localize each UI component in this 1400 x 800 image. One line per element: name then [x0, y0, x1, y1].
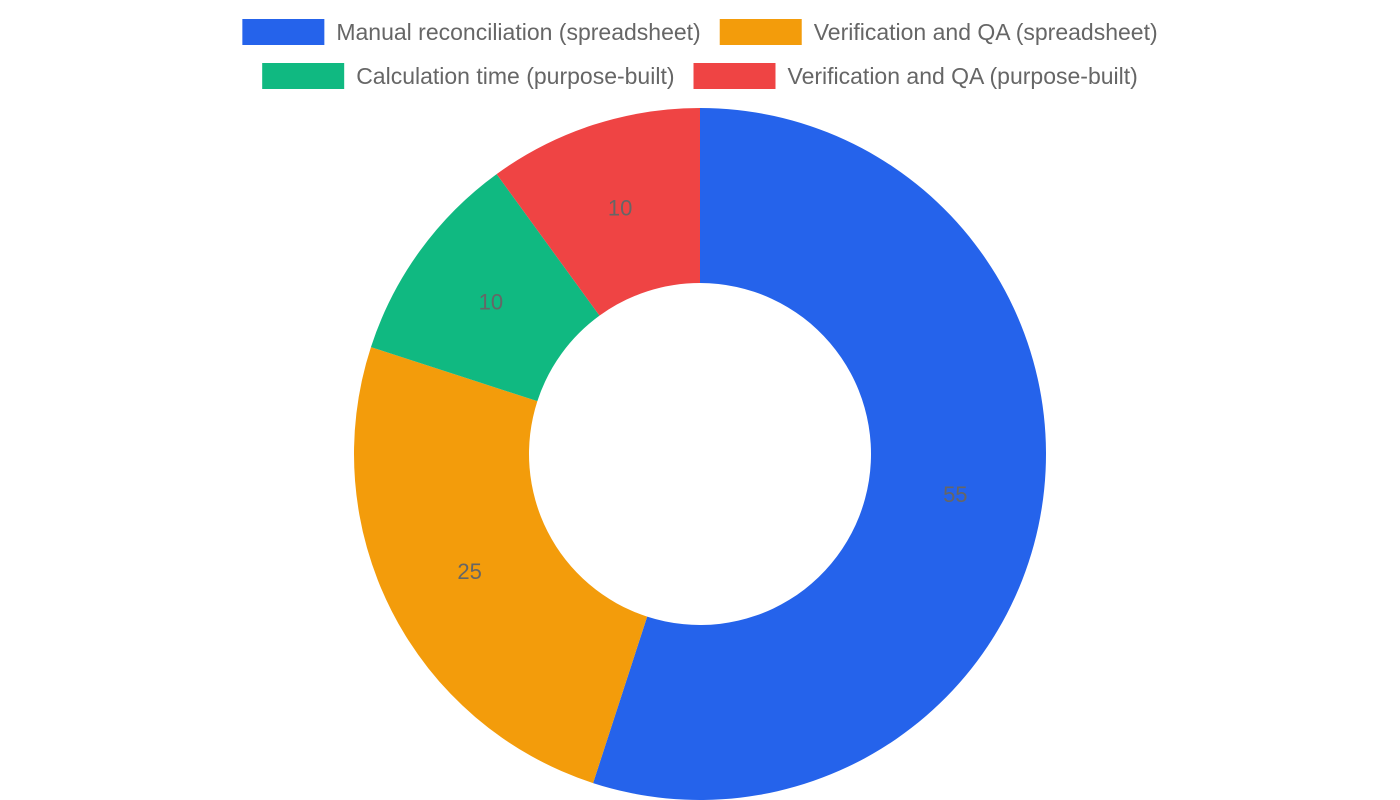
- legend-item-4[interactable]: Verification and QA (purpose-built): [693, 63, 1138, 89]
- legend-swatch-1: [242, 19, 325, 45]
- legend-swatch-4: [693, 63, 776, 89]
- legend-label-2: Verification and QA (spreadsheet): [814, 19, 1158, 45]
- donut-slice-4[interactable]: [496, 108, 700, 316]
- donut-slice-1[interactable]: [593, 108, 1046, 800]
- legend: Manual reconciliation (spreadsheet) Verif…: [242, 19, 1158, 89]
- legend-swatch-3: [262, 63, 345, 89]
- donut-slice-2[interactable]: [354, 347, 648, 784]
- slice-value-label-2: 25: [457, 559, 481, 584]
- slice-value-label-4: 10: [608, 196, 632, 221]
- legend-item-1[interactable]: Manual reconciliation (spreadsheet): [242, 19, 701, 45]
- slice-labels: 55 25 10 10: [457, 196, 967, 584]
- donut-slice-3[interactable]: [370, 174, 600, 402]
- legend-item-3[interactable]: Calculation time (purpose-built): [262, 63, 675, 89]
- slice-value-label-3: 10: [479, 290, 503, 315]
- legend-label-3: Calculation time (purpose-built): [356, 63, 674, 89]
- legend-swatch-2: [719, 19, 802, 45]
- legend-item-2[interactable]: Verification and QA (spreadsheet): [719, 19, 1158, 45]
- donut-slices: [354, 108, 1046, 800]
- slice-value-label-1: 55: [943, 482, 967, 507]
- legend-label-1: Manual reconciliation (spreadsheet): [336, 19, 700, 45]
- legend-label-4: Verification and QA (purpose-built): [788, 63, 1138, 89]
